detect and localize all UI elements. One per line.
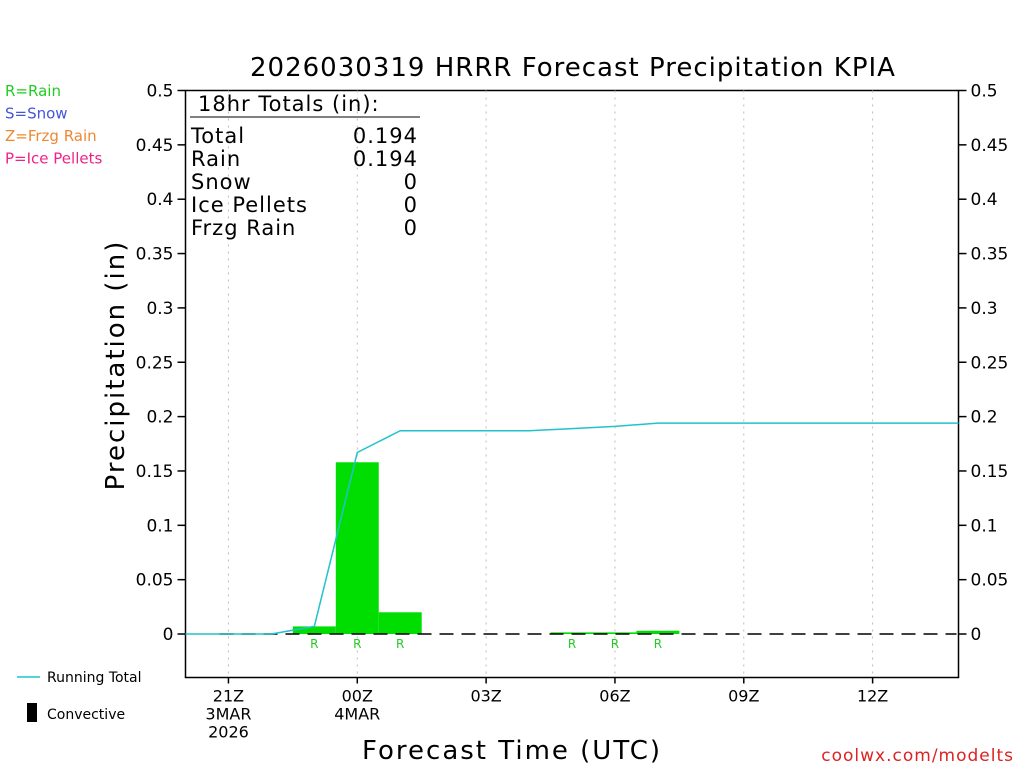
- x-tick-label: 4MAR: [334, 705, 380, 724]
- precip-bar: [593, 632, 637, 635]
- type-legend-item: S=Snow: [5, 105, 68, 123]
- y-tick-label-right: 0.5: [971, 82, 998, 102]
- y-tick-label-right: 0.25: [971, 353, 1009, 373]
- totals-row-label: Ice Pellets: [191, 193, 308, 217]
- precip-type-label: R: [568, 637, 576, 651]
- chart-title: 2026030319 HRRR Forecast Precipitation K…: [250, 53, 896, 83]
- precip-type-legend: R=Rain S=Snow Z=Frzg Rain P=Ice Pellets: [5, 82, 102, 168]
- x-tick-label: 00Z: [342, 687, 373, 706]
- y-tick-label: 0.05: [136, 571, 174, 591]
- convective-legend-label: Convective: [47, 707, 125, 723]
- y-tick-label: 0.35: [136, 245, 174, 265]
- y-tick-label-right: 0.15: [971, 462, 1009, 482]
- precip-bar: [378, 612, 422, 635]
- type-legend-item: Z=Frzg Rain: [5, 127, 97, 145]
- precip-bar: [292, 626, 336, 635]
- y-tick-label: 0.5: [146, 82, 173, 102]
- running-total-line: [185, 422, 959, 635]
- totals-row-label: Total: [190, 124, 245, 148]
- y-tick-label-right: 0.05: [971, 571, 1009, 591]
- totals-row-value: 0.194: [353, 124, 418, 148]
- x-tick-label: 21Z: [213, 687, 244, 706]
- y-tick-label: 0.45: [136, 136, 174, 156]
- y-axis-label: Precipitation (in): [101, 240, 131, 491]
- y-tick-label-right: 0.1: [971, 516, 998, 536]
- x-axis-label: Forecast Time (UTC): [362, 736, 662, 766]
- precip-bars: [292, 462, 680, 635]
- totals-row-label: Snow: [191, 170, 252, 194]
- y-tick-label: 0.2: [146, 408, 173, 428]
- y-axis-right: 0.5 0.45 0.4 0.35 0.3 0.25 0.2 0.15 0.1 0.05 0: [958, 82, 1009, 645]
- x-tick-label: 2026: [208, 723, 249, 742]
- type-legend-item: P=Ice Pellets: [5, 150, 102, 168]
- y-tick-label: 0.4: [146, 190, 173, 210]
- totals-row-value: 0.194: [353, 147, 418, 171]
- watermark: coolwx.com/modelts: [821, 746, 1014, 766]
- x-tick-label: 06Z: [599, 687, 630, 706]
- y-tick-label: 0: [163, 625, 174, 645]
- x-tick-label: 12Z: [857, 687, 888, 706]
- y-tick-label-right: 0.45: [971, 136, 1009, 156]
- totals-row-label: Frzg Rain: [191, 216, 296, 240]
- y-tick-label: 0.1: [146, 516, 173, 536]
- y-tick-label-right: 0: [971, 625, 982, 645]
- precip-type-label: R: [353, 637, 361, 651]
- precip-bar: [335, 462, 379, 635]
- plot-frame: [184, 89, 960, 679]
- precip-type-label: R: [396, 637, 404, 651]
- convective-legend-swatch: [27, 703, 37, 722]
- totals-row-value: 0: [404, 170, 418, 194]
- precip-type-label: R: [310, 637, 318, 651]
- precip-bar: [636, 630, 680, 635]
- y-tick-label: 0.25: [136, 353, 174, 373]
- totals-row-value: 0: [404, 216, 418, 240]
- y-tick-label-right: 0.4: [971, 190, 998, 210]
- y-tick-label: 0.3: [146, 299, 173, 319]
- totals-row-label: Rain: [191, 147, 241, 171]
- type-legend-item: R=Rain: [5, 82, 61, 100]
- x-tick-label: 09Z: [728, 687, 759, 706]
- precip-type-label: R: [654, 637, 662, 651]
- x-gridlines: [227, 90, 874, 678]
- y-tick-label: 0.15: [136, 462, 174, 482]
- y-tick-label-right: 0.3: [971, 299, 998, 319]
- y-tick-label-right: 0.35: [971, 245, 1009, 265]
- precip-bar: [550, 632, 594, 635]
- totals-row-value: 0: [404, 193, 418, 217]
- totals-header: 18hr Totals (in):: [198, 92, 380, 116]
- running-total-legend-label: Running Total: [47, 670, 142, 686]
- y-axis-left: 0.5 0.45 0.4 0.35 0.3 0.25 0.2 0.15 0.1 0.05 0: [136, 82, 186, 645]
- x-tick-label: 3MAR: [205, 705, 251, 724]
- x-tick-label: 03Z: [470, 687, 501, 706]
- totals-box: 18hr Totals (in): Total 0.194 Rain 0.194 Sno…: [190, 92, 420, 240]
- precip-type-label: R: [611, 637, 619, 651]
- y-tick-label-right: 0.2: [971, 408, 998, 428]
